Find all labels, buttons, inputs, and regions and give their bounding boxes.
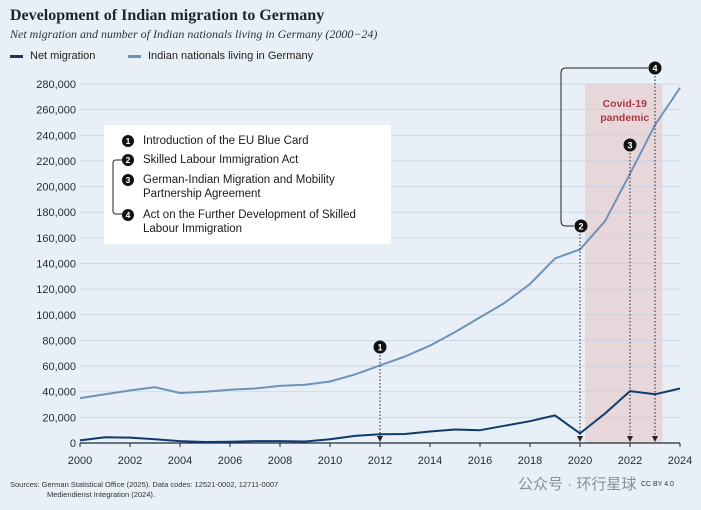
y-tick-label: 180,000 [36,207,76,219]
x-tick-label: 2006 [218,455,242,467]
x-tick-label: 2024 [668,455,692,467]
callout-text-1: Introduction of the EU Blue Card [143,135,309,147]
event-badge-4 [648,61,662,75]
y-tick-label: 0 [70,438,76,450]
event-badge-label-4: 4 [652,63,657,73]
legend-swatch-nationals [128,54,141,58]
event-arrow-4 [652,436,658,442]
y-tick-label: 200,000 [36,182,76,194]
source-line-2: Mediendienst Integration (2024). [47,490,155,499]
pandemic-label-line-2: pandemic [600,112,649,124]
legend-swatch-net-migration [10,54,23,58]
y-tick-label: 140,000 [36,259,76,271]
x-tick-label: 2022 [618,455,642,467]
event-badge-1 [373,340,387,354]
callout-text-2: Skilled Labour Immigration Act [143,154,299,166]
x-tick-label: 2016 [468,455,492,467]
series-line-net-migration [79,387,681,443]
legend-item-nationals: Indian nationals living in Germany [128,50,313,62]
watermark: 公众号 · 环行星球 [518,476,637,493]
callout-legend-box: 1 Introduction of the EU Blue Card 2 Ski… [104,125,391,244]
chart-title: Development of Indian migration to Germa… [10,7,325,24]
y-tick-label: 260,000 [36,105,76,117]
y-tick-label: 220,000 [36,156,76,168]
y-tick-label: 280,000 [36,79,76,91]
event-badge-3 [623,138,637,152]
x-tick-label: 2014 [418,455,442,467]
y-tick-label: 100,000 [36,310,76,322]
legend-item-net-migration: Net migration [10,50,95,62]
license-badge: CC BY 4.0 [641,481,674,488]
callout-badge-1: 1 [122,135,134,147]
legend-label-net-migration: Net migration [30,50,96,62]
x-tick-label: 2010 [318,455,342,467]
y-tick-label: 20,000 [42,412,76,424]
y-tick-label: 40,000 [42,387,76,399]
event-connector-2-4 [560,67,648,227]
event-arrow-3 [627,436,633,442]
callout-badge-2: 2 [122,154,134,166]
event-badge-label-2: 2 [578,221,583,231]
callout-item-2: 2 Skilled Labour Immigration Act [122,153,298,167]
y-tick-label: 60,000 [42,361,76,373]
callout-item-1: 1 Introduction of the EU Blue Card [122,134,309,148]
callout-bracket-2-4 [112,159,122,215]
y-tick-label: 240,000 [36,130,76,142]
callout-item-4: 4 Act on the Further Development of Skil… [122,208,362,236]
event-arrow-1 [377,436,383,442]
x-tick-label: 2000 [68,455,92,467]
x-tick-label: 2020 [568,455,592,467]
source-line-1: Sources: German Statistical Office (2025… [10,480,279,489]
event-badge-label-3: 3 [627,140,632,150]
y-tick-label: 80,000 [42,335,76,347]
callout-text-3: German-Indian Migration and Mobility Par… [143,174,335,200]
event-badge-label-1: 1 [377,342,382,352]
x-tick-label: 2018 [518,455,542,467]
event-badge-2 [574,219,588,233]
chart-subtitle: Net migration and number of Indian natio… [10,27,378,41]
legend-label-nationals: Indian nationals living in Germany [148,50,314,62]
x-tick-label: 2008 [268,455,292,467]
y-tick-label: 120,000 [36,284,76,296]
callout-item-3: 3 German-Indian Migration and Mobility P… [122,173,362,201]
source-note: Sources: German Statistical Office (2025… [10,480,278,500]
x-tick-label: 2004 [168,455,192,467]
event-arrow-2 [577,436,583,442]
pandemic-label-line-1: Covid-19 [603,98,648,110]
callout-badge-4: 4 [122,209,134,221]
y-tick-label: 160,000 [36,233,76,245]
x-tick-label: 2012 [368,455,392,467]
callout-badge-3: 3 [122,174,134,186]
x-tick-label: 2002 [118,455,142,467]
callout-text-4: Act on the Further Development of Skille… [143,209,356,235]
